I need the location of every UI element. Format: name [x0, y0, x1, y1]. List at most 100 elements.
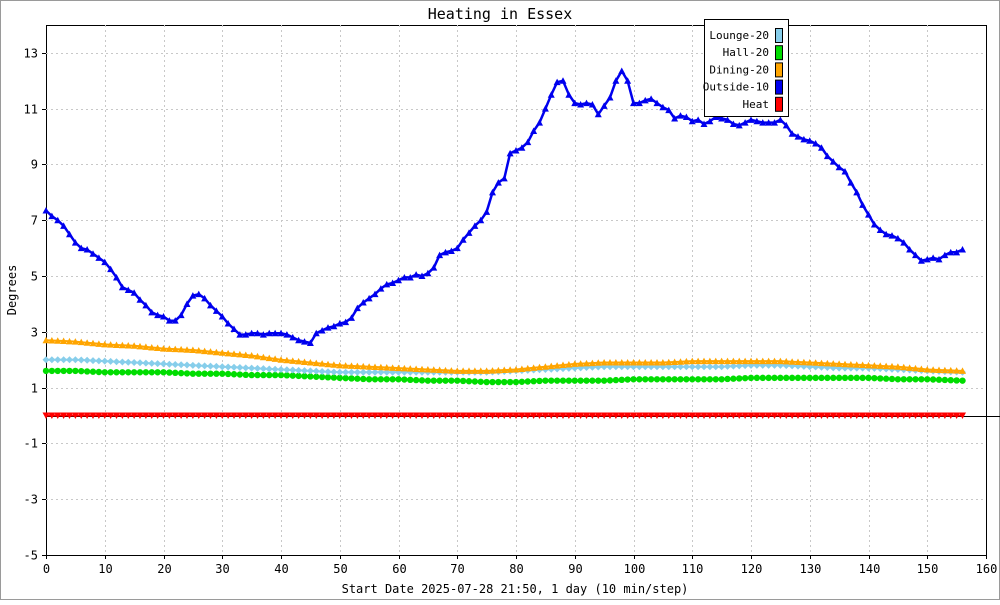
point-heat: [148, 412, 156, 420]
point-outside-10: [859, 201, 867, 208]
point-dining-20: [500, 366, 508, 374]
point-hall-20: [395, 376, 402, 383]
point-dining-20: [348, 362, 355, 369]
point-dining-20: [923, 366, 931, 373]
point-outside-10: [894, 234, 902, 242]
point-heat: [113, 412, 120, 420]
point-outside-10: [289, 333, 297, 341]
point-heat: [870, 412, 878, 420]
point-heat: [283, 412, 291, 420]
point-dining-20: [289, 357, 297, 364]
point-hall-20: [177, 369, 185, 377]
x-tick-label-160: 160: [976, 562, 998, 576]
point-hall-20: [383, 376, 390, 383]
point-outside-10: [312, 329, 320, 337]
point-lounge-20: [195, 362, 203, 370]
point-outside-10: [471, 222, 479, 229]
point-heat: [48, 412, 56, 420]
point-heat: [524, 412, 532, 420]
point-lounge-20: [265, 365, 273, 373]
point-outside-10: [612, 77, 620, 84]
point-dining-20: [395, 364, 402, 372]
x-tick-label-60: 60: [392, 562, 406, 576]
point-dining-20: [160, 345, 167, 352]
point-outside-10: [242, 331, 250, 338]
point-hall-20: [712, 376, 719, 383]
point-dining-20: [735, 357, 743, 365]
legend-label-heat: Heat: [743, 98, 770, 111]
point-dining-20: [941, 366, 949, 374]
point-hall-20: [706, 376, 714, 383]
point-heat: [935, 412, 943, 420]
point-outside-10: [383, 280, 391, 288]
point-hall-20: [324, 374, 332, 381]
point-outside-10: [665, 106, 673, 114]
point-outside-10: [447, 247, 455, 254]
point-hall-20: [89, 368, 97, 375]
point-heat: [442, 412, 449, 420]
point-dining-20: [242, 351, 250, 358]
point-lounge-20: [259, 365, 267, 373]
point-lounge-20: [712, 363, 720, 371]
point-hall-20: [700, 376, 708, 383]
point-outside-10: [706, 117, 714, 125]
point-hall-20: [659, 376, 667, 383]
point-outside-10: [630, 99, 637, 107]
point-heat: [289, 412, 297, 420]
point-hall-20: [183, 370, 191, 377]
point-hall-20: [418, 377, 426, 384]
point-hall-20: [471, 378, 479, 385]
point-heat: [559, 412, 567, 420]
point-hall-20: [542, 377, 549, 384]
point-hall-20: [271, 371, 279, 379]
point-dining-20: [823, 359, 831, 367]
point-hall-20: [506, 378, 514, 386]
point-lounge-20: [365, 368, 373, 376]
point-dining-20: [177, 345, 185, 353]
point-outside-10: [870, 220, 878, 228]
legend-swatch-heat: [775, 96, 783, 112]
point-hall-20: [871, 374, 878, 382]
point-lounge-20: [142, 359, 150, 367]
point-lounge-20: [218, 363, 226, 371]
point-heat: [371, 412, 379, 420]
point-dining-20: [259, 353, 267, 361]
point-dining-20: [600, 359, 608, 366]
point-dining-20: [89, 339, 97, 347]
point-outside-10: [418, 272, 426, 280]
point-hall-20: [736, 375, 743, 382]
point-dining-20: [271, 355, 279, 362]
point-lounge-20: [248, 364, 256, 372]
point-lounge-20: [171, 360, 179, 368]
point-lounge-20: [348, 368, 355, 376]
point-hall-20: [242, 371, 249, 378]
series-heat: [42, 412, 966, 420]
point-dining-20: [60, 337, 68, 345]
point-heat: [471, 412, 479, 420]
point-outside-10: [577, 101, 585, 108]
point-outside-10: [424, 269, 432, 277]
point-dining-20: [935, 366, 943, 373]
point-dining-20: [853, 361, 861, 368]
point-hall-20: [201, 370, 208, 377]
point-hall-20: [689, 376, 696, 383]
point-dining-20: [353, 362, 361, 370]
point-heat: [330, 412, 338, 420]
y-axis-label: Degrees: [5, 265, 19, 316]
point-lounge-20: [101, 357, 109, 365]
point-heat: [212, 412, 220, 420]
point-lounge-20: [677, 363, 684, 371]
point-outside-10: [77, 244, 85, 252]
point-dining-20: [929, 366, 937, 373]
point-hall-20: [912, 376, 919, 383]
point-outside-10: [559, 77, 567, 84]
point-outside-10: [812, 140, 820, 147]
point-heat: [671, 412, 679, 420]
point-heat: [201, 412, 209, 420]
point-heat: [929, 412, 937, 420]
point-hall-20: [389, 376, 396, 383]
point-heat: [101, 412, 109, 420]
point-dining-20: [876, 362, 884, 369]
point-hall-20: [959, 377, 966, 384]
point-heat: [624, 412, 632, 420]
